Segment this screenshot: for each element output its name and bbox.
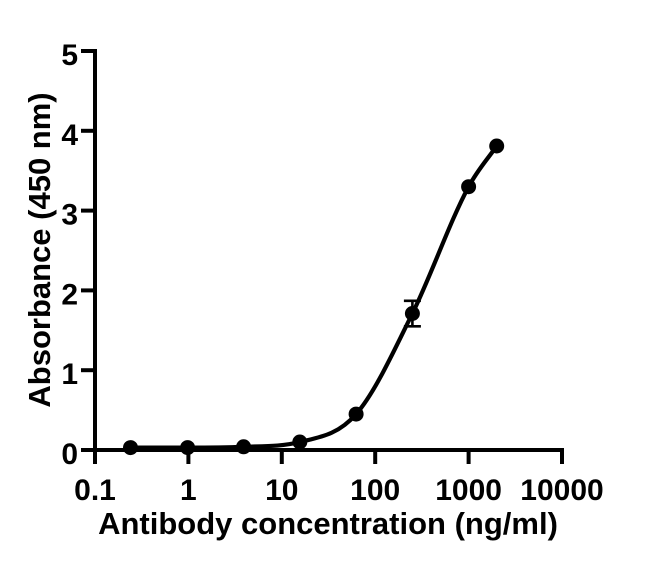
- y-tick-label: 1: [61, 358, 78, 391]
- x-tick-label: 1: [180, 474, 197, 507]
- data-point-marker: [348, 406, 364, 422]
- y-tick-label: 0: [61, 438, 78, 471]
- data-point-marker: [292, 434, 308, 450]
- data-point-marker: [180, 440, 196, 456]
- x-tick-label: 1000: [435, 474, 502, 507]
- x-tick-label: 0.1: [74, 474, 116, 507]
- y-tick-label: 2: [61, 278, 78, 311]
- y-axis-title: Absorbance (450 nm): [22, 92, 57, 407]
- x-tick-label: 100: [350, 474, 400, 507]
- x-tick-label: 10000: [520, 474, 603, 507]
- x-tick-label: 10: [265, 474, 298, 507]
- x-axis-title: Antibody concentration (ng/ml): [98, 506, 558, 541]
- data-point-marker: [489, 138, 505, 154]
- data-point-marker: [123, 440, 138, 456]
- data-point-marker: [404, 306, 420, 321]
- data-point-marker: [236, 439, 252, 455]
- fit-curve: [130, 144, 499, 450]
- axes: 0 1 2 3 4 5 0.1 1 10 100 1000 10000: [61, 39, 603, 507]
- y-tick-label: 5: [61, 39, 78, 72]
- plot-area: [123, 138, 505, 456]
- data-point-marker: [461, 179, 477, 195]
- y-tick-label: 3: [61, 199, 78, 232]
- y-tick-label: 4: [61, 119, 78, 152]
